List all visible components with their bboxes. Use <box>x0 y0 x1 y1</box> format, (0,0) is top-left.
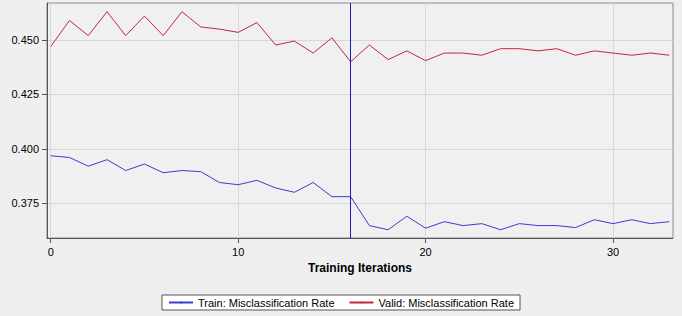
svg-text:0.400: 0.400 <box>11 143 39 155</box>
svg-text:0: 0 <box>48 246 54 258</box>
svg-text:0.425: 0.425 <box>11 88 39 100</box>
svg-text:Valid: Misclassification Rate: Valid: Misclassification Rate <box>379 297 515 309</box>
svg-text:0.375: 0.375 <box>11 197 39 209</box>
svg-text:10: 10 <box>232 246 244 258</box>
svg-text:20: 20 <box>419 246 431 258</box>
svg-text:0.450: 0.450 <box>11 34 39 46</box>
svg-text:Training Iterations: Training Iterations <box>308 261 412 275</box>
svg-text:30: 30 <box>607 246 619 258</box>
svg-text:Train: Misclassification Rate: Train: Misclassification Rate <box>198 297 335 309</box>
